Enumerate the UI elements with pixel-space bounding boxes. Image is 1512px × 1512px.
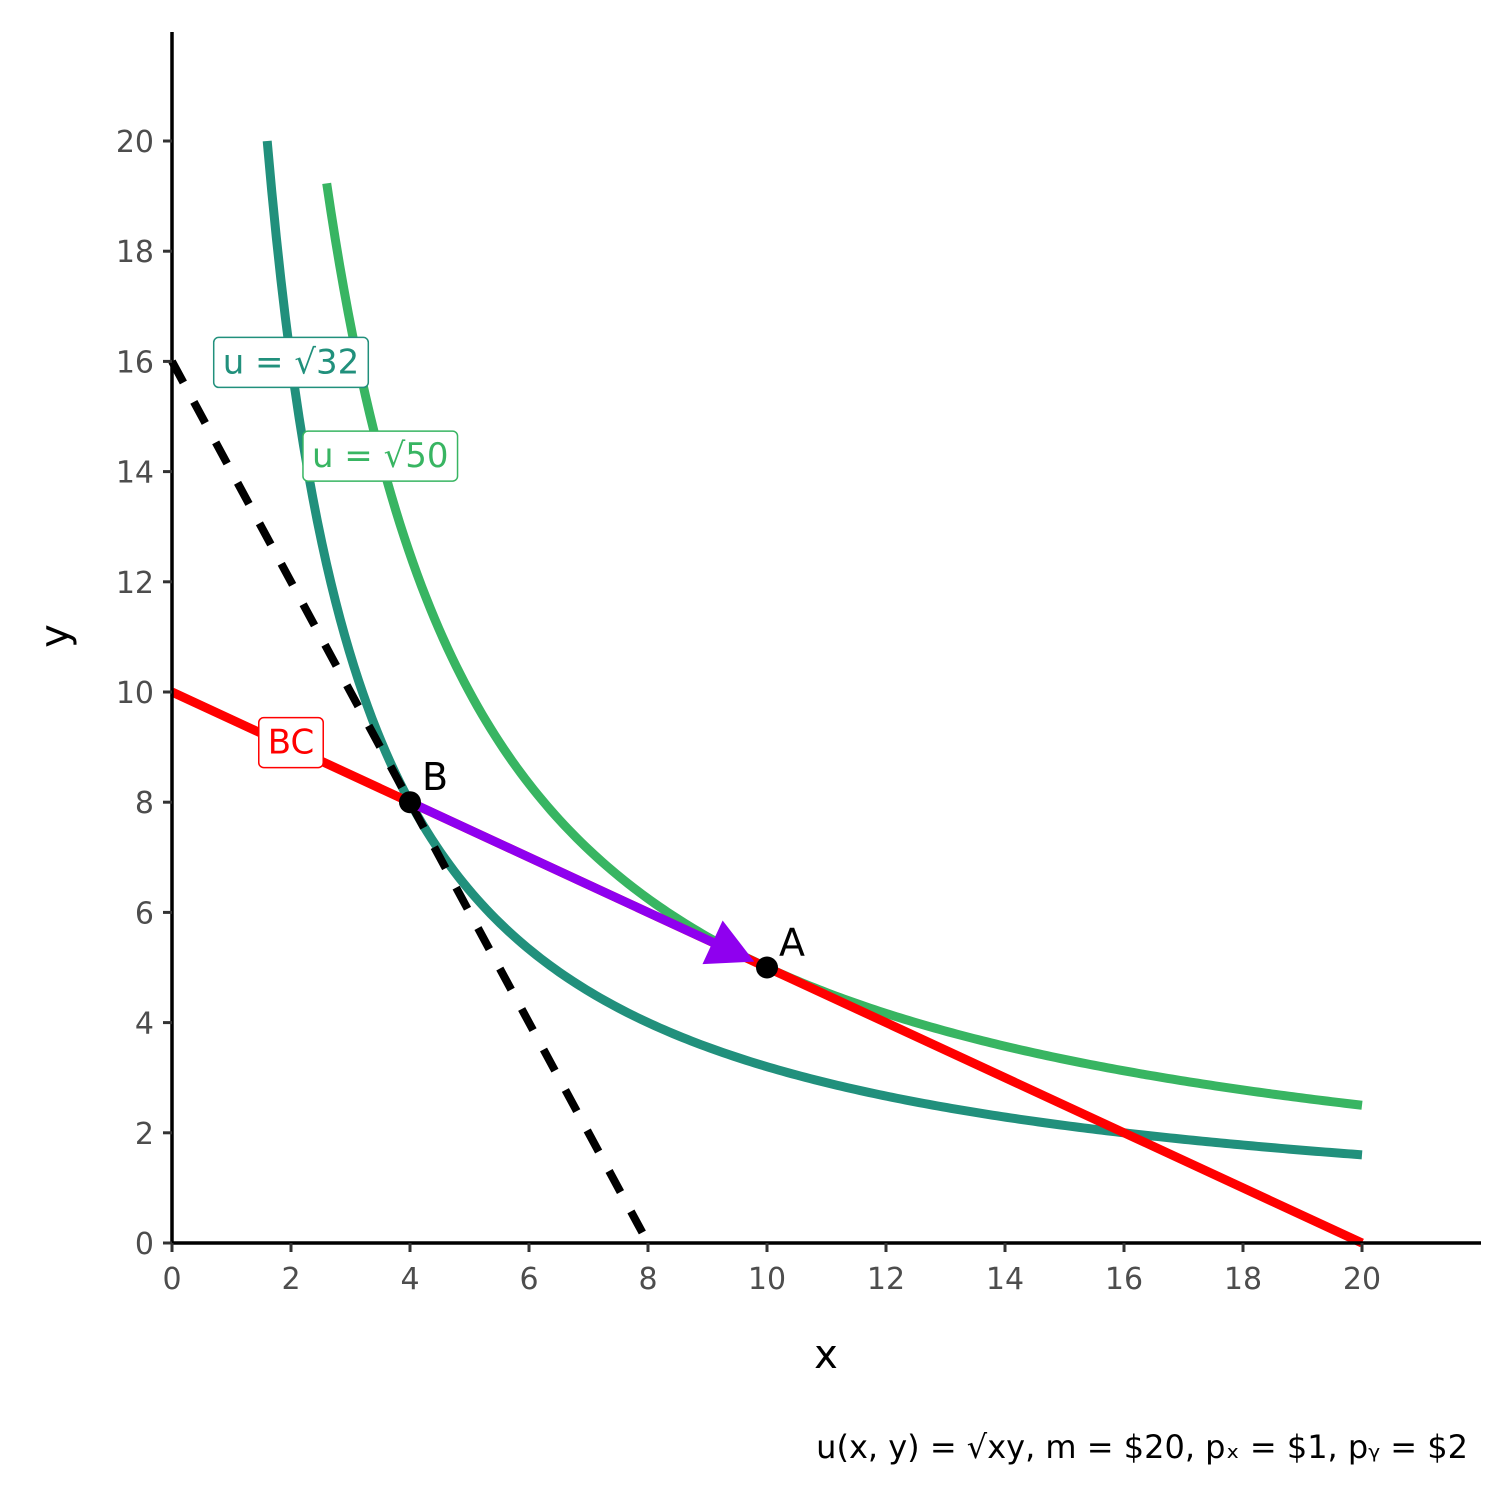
y-tick-label: 4 (135, 1007, 154, 1042)
x-axis-title: x (814, 1332, 838, 1378)
chart-labels: A Bu = √32 u = √50 BC (212, 336, 805, 965)
point-label-A: A (779, 921, 805, 965)
axes: 0 2 4 6 8 10 12 14 16 18 20 0 2 4 6 8 10 12 14 16 18 20 x y (32, 32, 1481, 1378)
y-tick-label: 12 (116, 566, 154, 601)
y-tick-label: 6 (135, 896, 154, 931)
point-B (399, 791, 421, 814)
x-tick-label: 18 (1224, 1262, 1262, 1297)
curve-label: u = √50 (302, 430, 459, 482)
chart-marks (168, 140, 1364, 1248)
caption-text: u(x, y) = √xy, m = $20, pₓ = $1, pᵧ = $2 (816, 1428, 1468, 1466)
curve-label: u = √32 (212, 336, 370, 389)
new-budget-line-dashed (168, 359, 652, 1245)
substitution-arrow-head (702, 920, 755, 965)
x-tick-label: 20 (1343, 1262, 1381, 1297)
curve-label-box (302, 430, 459, 482)
x-tick-label: 12 (867, 1262, 905, 1297)
x-tick-label: 8 (638, 1262, 657, 1297)
x-tick-label: 0 (162, 1262, 181, 1297)
caption: u(x, y) = √xy, m = $20, pₓ = $1, pᵧ = $2 (816, 1428, 1468, 1466)
x-tick-label: 6 (519, 1262, 538, 1297)
x-tick-label: 2 (281, 1262, 300, 1297)
y-tick-label: 10 (116, 676, 154, 711)
x-ticks: 0 2 4 6 8 10 12 14 16 18 20 (162, 1243, 1381, 1297)
y-tick-label: 14 (116, 456, 154, 491)
curve-label-box (212, 336, 370, 389)
curve-label-text: u = √32 (223, 342, 360, 382)
y-tick-label: 20 (116, 125, 154, 160)
point-label-B: B (422, 755, 448, 799)
y-tick-label: 0 (135, 1227, 154, 1262)
x-tick-label: 4 (400, 1262, 419, 1297)
indifference-curve-50 (322, 182, 1363, 1110)
x-tick-label: 14 (986, 1262, 1024, 1297)
y-ticks: 0 2 4 6 8 10 12 14 16 18 20 (116, 125, 172, 1262)
y-tick-label: 8 (135, 786, 154, 821)
indifference-curve-32 (262, 140, 1363, 1160)
y-tick-label: 18 (116, 235, 154, 270)
curve-label: BC (258, 716, 324, 769)
x-tick-label: 10 (748, 1262, 786, 1297)
point-A (756, 956, 778, 979)
y-tick-label: 2 (135, 1117, 154, 1152)
substitution-arrow (408, 798, 719, 949)
x-tick-label: 16 (1105, 1262, 1143, 1297)
curve-label-text: BC (268, 723, 314, 763)
curve-label-text: u = √50 (312, 436, 449, 476)
curve-label-box (258, 716, 324, 769)
y-axis-title: y (32, 624, 78, 648)
y-tick-label: 16 (116, 345, 154, 380)
